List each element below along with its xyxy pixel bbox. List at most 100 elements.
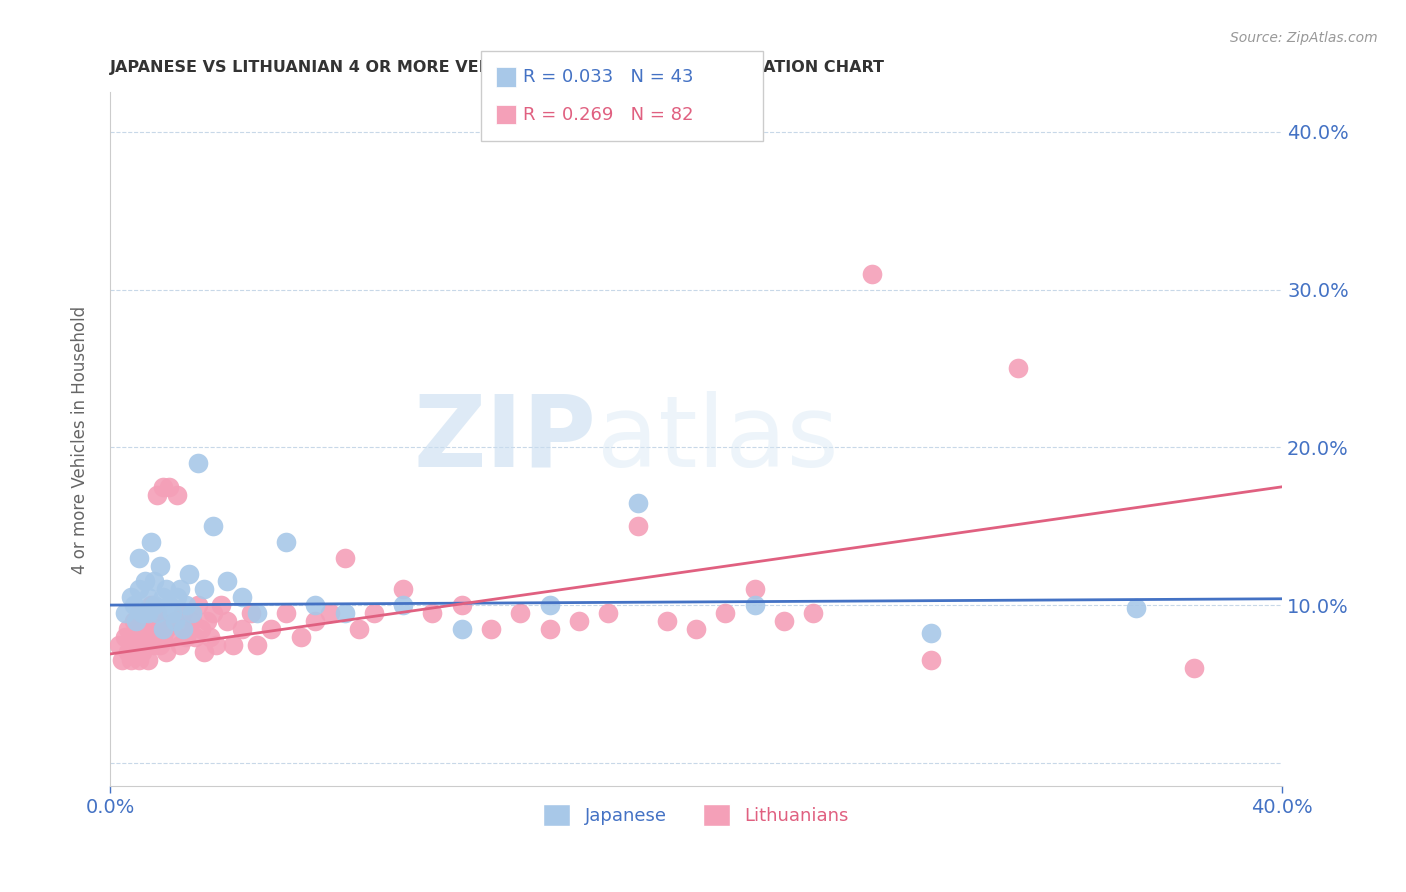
Point — [114, 630, 136, 644]
Point — [134, 638, 156, 652]
Point — [179, 566, 201, 581]
Point — [169, 638, 191, 652]
Point — [319, 606, 342, 620]
Point — [181, 614, 204, 628]
Text: Source: ZipAtlas.com: Source: ZipAtlas.com — [1230, 31, 1378, 45]
Point — [152, 622, 174, 636]
Point — [157, 480, 180, 494]
Point — [149, 614, 172, 628]
Point — [163, 614, 186, 628]
Point — [209, 598, 232, 612]
Point — [143, 598, 166, 612]
Point — [773, 614, 796, 628]
Point — [333, 550, 356, 565]
Point — [122, 598, 145, 612]
Point — [117, 622, 139, 636]
Point — [174, 630, 197, 644]
Point — [538, 598, 561, 612]
Text: ZIP: ZIP — [413, 391, 596, 488]
Point — [131, 622, 153, 636]
Point — [149, 558, 172, 573]
Point — [860, 267, 883, 281]
Point — [184, 630, 207, 644]
Point — [187, 598, 209, 612]
Point — [169, 582, 191, 597]
Point — [1182, 661, 1205, 675]
Point — [274, 606, 297, 620]
Point — [333, 606, 356, 620]
Point — [134, 614, 156, 628]
Point — [143, 622, 166, 636]
Point — [304, 614, 326, 628]
Point — [114, 606, 136, 620]
Point — [193, 582, 215, 597]
Point — [108, 638, 131, 652]
Point — [187, 456, 209, 470]
Point — [655, 614, 678, 628]
Point — [160, 630, 183, 644]
Point — [509, 606, 531, 620]
Point — [146, 606, 169, 620]
Point — [174, 598, 197, 612]
Point — [190, 622, 212, 636]
Point — [128, 582, 150, 597]
Point — [274, 535, 297, 549]
Point — [120, 630, 142, 644]
Point — [744, 582, 766, 597]
Point — [128, 606, 150, 620]
Point — [120, 653, 142, 667]
Point — [920, 626, 942, 640]
Point — [146, 488, 169, 502]
Point — [160, 606, 183, 620]
Point — [143, 574, 166, 589]
Point — [363, 606, 385, 620]
Point — [143, 638, 166, 652]
Point — [392, 582, 415, 597]
Point — [152, 591, 174, 605]
Point — [136, 630, 159, 644]
Point — [204, 638, 226, 652]
Point — [181, 606, 204, 620]
Point — [166, 591, 188, 605]
Point — [166, 488, 188, 502]
Point — [152, 480, 174, 494]
Point — [146, 606, 169, 620]
Point — [157, 598, 180, 612]
Point — [231, 622, 253, 636]
Point — [217, 574, 239, 589]
Point — [131, 645, 153, 659]
Point — [222, 638, 245, 652]
Point — [125, 622, 148, 636]
Point — [598, 606, 620, 620]
Point — [626, 495, 648, 509]
Point — [626, 519, 648, 533]
Point — [290, 630, 312, 644]
Legend: Japanese, Lithuanians: Japanese, Lithuanians — [536, 797, 856, 833]
Point — [128, 630, 150, 644]
Point — [201, 606, 224, 620]
Point — [172, 622, 194, 636]
Point — [139, 535, 162, 549]
Text: JAPANESE VS LITHUANIAN 4 OR MORE VEHICLES IN HOUSEHOLD CORRELATION CHART: JAPANESE VS LITHUANIAN 4 OR MORE VEHICLE… — [110, 60, 884, 75]
Point — [744, 598, 766, 612]
Point — [125, 614, 148, 628]
Point — [422, 606, 444, 620]
Point — [450, 622, 472, 636]
Text: atlas: atlas — [596, 391, 838, 488]
Point — [139, 598, 162, 612]
Point — [920, 653, 942, 667]
Point — [479, 622, 502, 636]
Point — [134, 574, 156, 589]
Point — [538, 622, 561, 636]
Y-axis label: 4 or more Vehicles in Household: 4 or more Vehicles in Household — [72, 305, 89, 574]
Point — [122, 645, 145, 659]
Point — [163, 614, 186, 628]
Point — [193, 645, 215, 659]
Point — [231, 591, 253, 605]
Point — [347, 622, 370, 636]
Point — [450, 598, 472, 612]
Point — [155, 582, 177, 597]
Point — [111, 653, 134, 667]
Point — [155, 645, 177, 659]
Point — [217, 614, 239, 628]
